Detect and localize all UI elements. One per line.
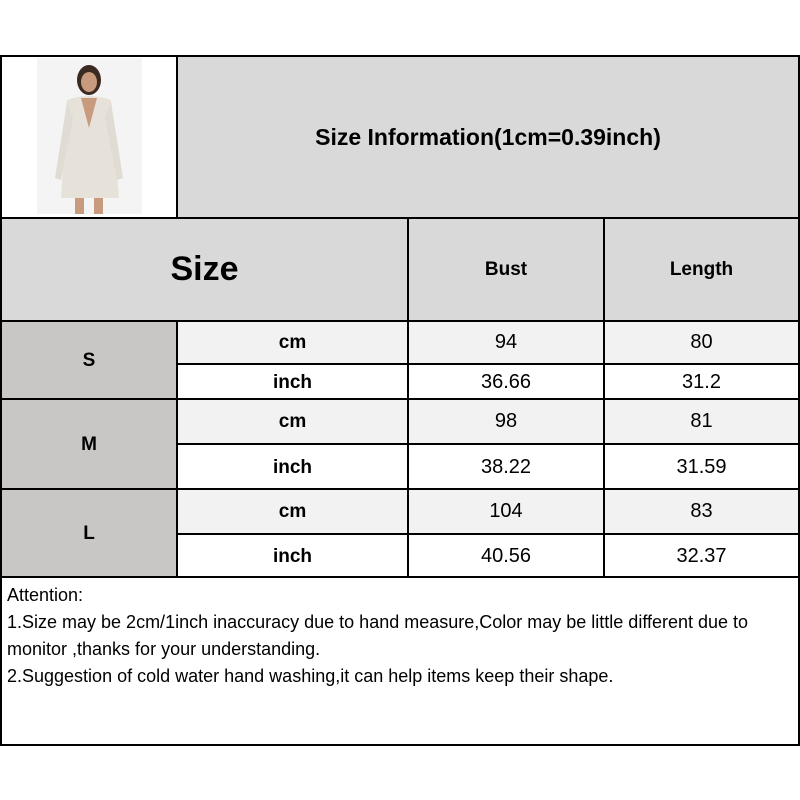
length-value: 81 xyxy=(603,398,800,445)
note-attention: Attention: xyxy=(7,585,84,605)
length-value: 83 xyxy=(603,488,800,535)
bust-value: 94 xyxy=(407,320,605,365)
header-size: Size xyxy=(0,217,409,322)
unit-inch: inch xyxy=(176,443,409,492)
bust-value: 36.66 xyxy=(407,363,605,402)
unit-cm: cm xyxy=(176,398,409,445)
notes-box: Attention: 1.Size may be 2cm/1inch inacc… xyxy=(0,576,800,746)
unit-cm: cm xyxy=(176,488,409,535)
length-value: 31.2 xyxy=(603,363,800,402)
bust-value: 40.56 xyxy=(407,533,605,580)
length-value: 32.37 xyxy=(603,533,800,580)
product-photo xyxy=(37,58,142,214)
length-value: 80 xyxy=(603,320,800,365)
note-1: 1.Size may be 2cm/1inch inaccuracy due t… xyxy=(7,612,749,659)
bust-value: 38.22 xyxy=(407,443,605,492)
page-title: Size Information(1cm=0.39inch) xyxy=(176,55,800,219)
size-S: S xyxy=(0,320,178,402)
length-value: 31.59 xyxy=(603,443,800,492)
unit-inch: inch xyxy=(176,363,409,402)
bust-value: 98 xyxy=(407,398,605,445)
header-bust: Bust xyxy=(407,217,605,322)
header-length: Length xyxy=(603,217,800,322)
size-L: L xyxy=(0,488,178,580)
size-M: M xyxy=(0,398,178,492)
unit-cm: cm xyxy=(176,320,409,365)
bust-value: 104 xyxy=(407,488,605,535)
note-2: 2.Suggestion of cold water hand washing,… xyxy=(7,666,614,686)
unit-inch: inch xyxy=(176,533,409,580)
